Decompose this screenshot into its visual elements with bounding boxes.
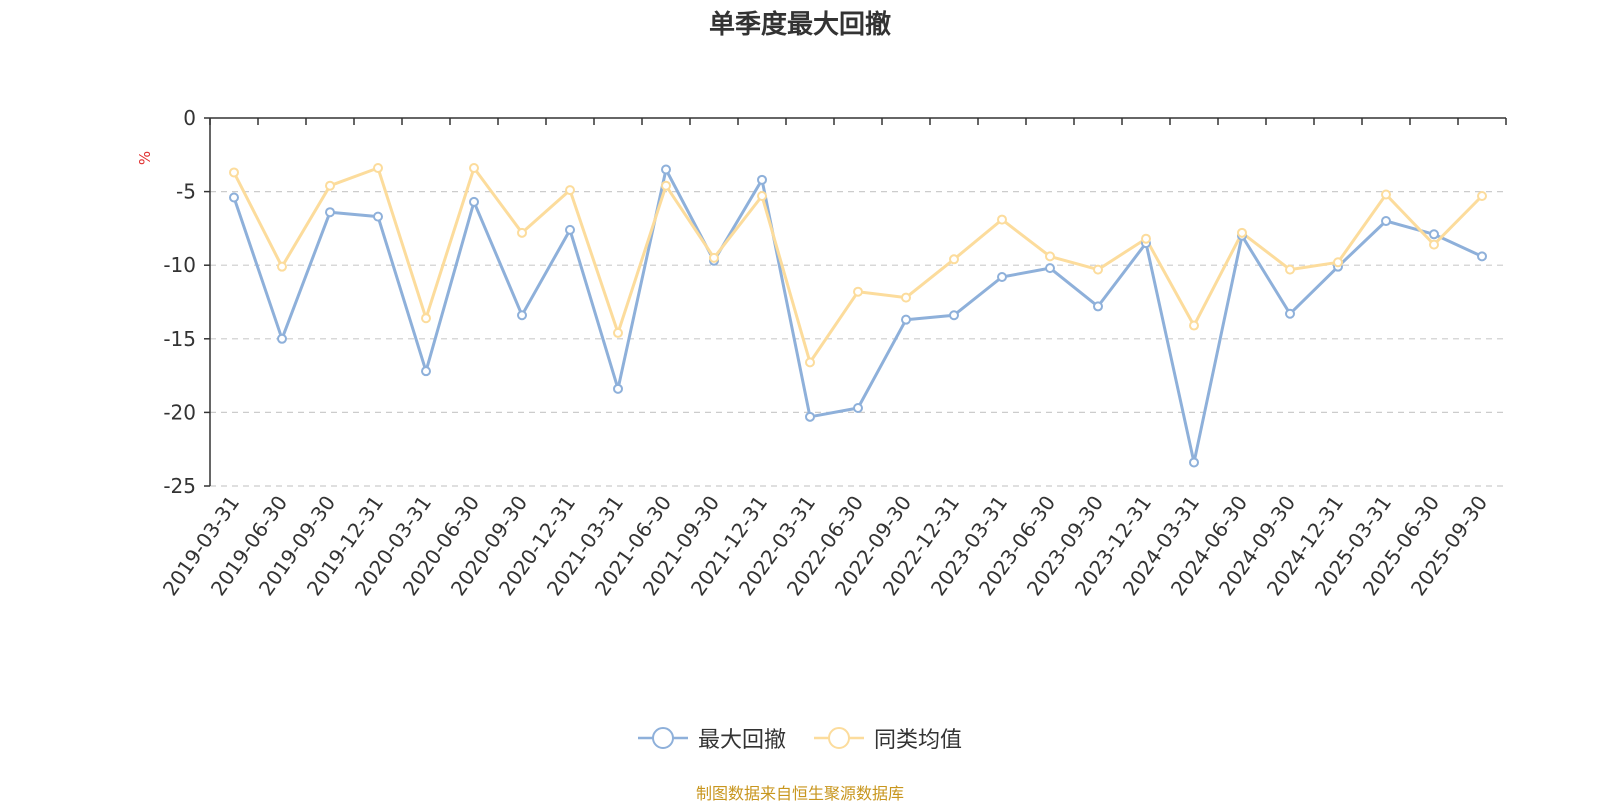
- source-note: 制图数据来自恒生聚源数据库: [695, 784, 904, 803]
- data-point-series-1[interactable]: [469, 163, 479, 174]
- data-point-series-0[interactable]: [1093, 301, 1103, 312]
- tick-labels: 0-5-10-15-20-252019-03-312019-06-302019-…: [158, 106, 1492, 600]
- data-point-series-1[interactable]: [805, 357, 815, 368]
- grid-lines: [210, 191, 1506, 487]
- data-point-series-1[interactable]: [613, 327, 623, 338]
- data-point-series-1[interactable]: [1285, 264, 1295, 275]
- data-point-series-1[interactable]: [1045, 251, 1055, 262]
- axes: [204, 117, 1507, 487]
- data-point-series-0[interactable]: [1477, 251, 1487, 262]
- legend-marker-icon: [814, 727, 864, 749]
- data-point-series-0[interactable]: [1045, 263, 1055, 274]
- data-point-series-1[interactable]: [1333, 257, 1343, 268]
- data-point-series-1[interactable]: [1237, 227, 1247, 238]
- data-point-series-1[interactable]: [901, 292, 911, 303]
- data-point-series-0[interactable]: [1285, 308, 1295, 319]
- data-point-series-1[interactable]: [229, 167, 239, 178]
- data-point-series-1[interactable]: [565, 185, 575, 196]
- data-point-series-1[interactable]: [1141, 233, 1151, 244]
- legend: 最大回撤 同类均值: [0, 722, 1600, 754]
- data-point-series-1[interactable]: [373, 163, 383, 174]
- data-point-series-0[interactable]: [1381, 216, 1391, 227]
- data-point-series-1[interactable]: [997, 214, 1007, 225]
- series-line-0: [232, 168, 1483, 464]
- data-point-series-0[interactable]: [325, 207, 335, 218]
- data-point-series-1[interactable]: [277, 261, 287, 272]
- data-point-series-1[interactable]: [1093, 264, 1103, 275]
- data-point-series-1[interactable]: [421, 313, 431, 324]
- data-point-series-0[interactable]: [373, 211, 383, 222]
- data-point-series-0[interactable]: [469, 196, 479, 207]
- data-point-series-1[interactable]: [517, 227, 527, 238]
- data-point-series-0[interactable]: [517, 310, 527, 321]
- chart-title: 单季度最大回撤: [708, 10, 891, 40]
- legend-label: 同类均值: [874, 728, 963, 753]
- data-point-series-0[interactable]: [757, 174, 767, 185]
- data-point-series-1[interactable]: [853, 286, 863, 297]
- data-point-series-0[interactable]: [229, 192, 239, 203]
- y-tick-label: 0: [183, 106, 196, 130]
- data-point-series-0[interactable]: [853, 402, 863, 413]
- y-tick-label: -5: [176, 180, 196, 204]
- data-point-series-0[interactable]: [565, 224, 575, 235]
- legend-item-series-1[interactable]: 同类均值: [814, 722, 962, 754]
- data-point-series-0[interactable]: [661, 164, 671, 175]
- data-point-series-0[interactable]: [997, 271, 1007, 282]
- data-point-series-1[interactable]: [757, 191, 767, 202]
- legend-item-series-0[interactable]: 最大回撤: [637, 722, 786, 754]
- y-tick-label: -25: [163, 474, 196, 498]
- data-point-series-1[interactable]: [1381, 189, 1391, 200]
- data-point-series-0[interactable]: [421, 366, 431, 377]
- legend-label: 最大回撤: [697, 728, 786, 753]
- data-point-series-0[interactable]: [805, 411, 815, 422]
- data-point-series-1[interactable]: [325, 180, 335, 191]
- data-point-series-1[interactable]: [709, 252, 719, 263]
- data-point-series-0[interactable]: [1189, 457, 1199, 468]
- y-axis-label: %: [136, 151, 154, 165]
- data-point-series-1[interactable]: [949, 254, 959, 265]
- data-point-series-1[interactable]: [661, 180, 671, 191]
- data-point-series-1[interactable]: [1189, 320, 1199, 331]
- data-point-series-0[interactable]: [277, 333, 287, 344]
- series-lines: [229, 163, 1487, 468]
- y-tick-label: -15: [163, 327, 196, 351]
- data-point-series-0[interactable]: [1429, 229, 1439, 240]
- data-point-series-1[interactable]: [1429, 239, 1439, 250]
- legend-marker-icon: [637, 727, 688, 749]
- y-tick-label: -20: [163, 400, 196, 424]
- data-point-series-0[interactable]: [949, 310, 959, 321]
- data-point-series-0[interactable]: [901, 314, 911, 325]
- data-point-series-0[interactable]: [613, 383, 623, 394]
- data-point-series-1[interactable]: [1477, 191, 1487, 202]
- y-tick-label: -10: [163, 253, 196, 277]
